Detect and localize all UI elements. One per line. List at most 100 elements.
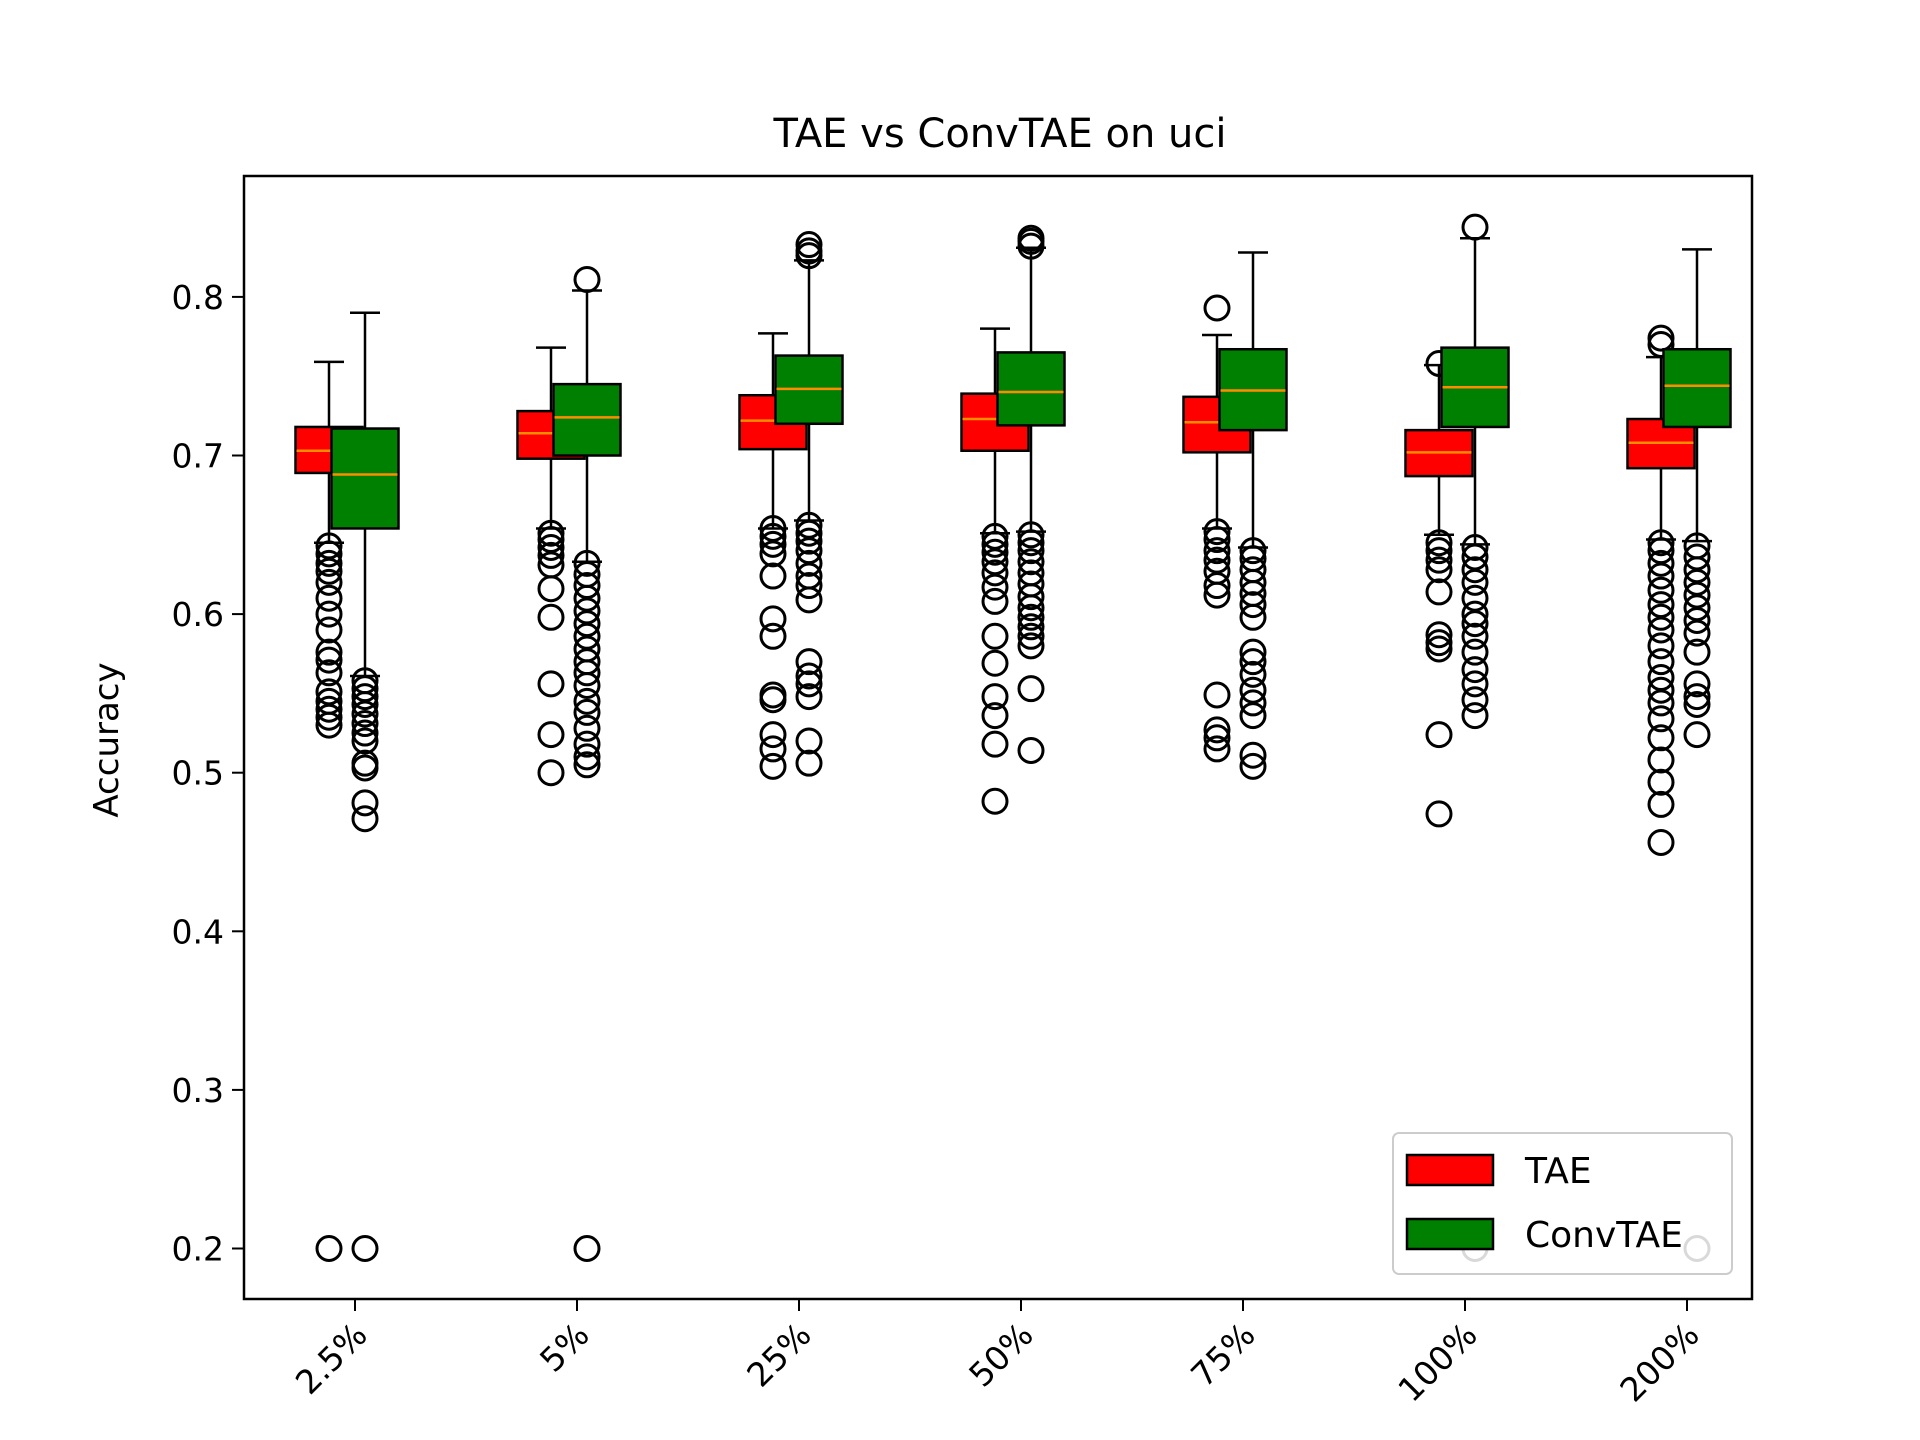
box-iqr (330, 427, 400, 530)
box-iqr (996, 351, 1066, 427)
outlier-point (1017, 613, 1045, 641)
x-tick-label: 200% (1612, 1315, 1706, 1409)
outlier-point (1203, 735, 1231, 763)
outlier-point (315, 568, 343, 596)
x-tick-label: 2.5% (288, 1315, 375, 1402)
box-convtae-2.5% (330, 311, 400, 1262)
box-convtae-5% (552, 265, 622, 1262)
outlier-point (1683, 721, 1711, 749)
outlier-point (1461, 670, 1489, 698)
box-tae-100% (1404, 350, 1474, 828)
outlier-point (351, 683, 379, 711)
outlier-point (351, 805, 379, 833)
outlier-point (315, 616, 343, 644)
outlier-point (1683, 683, 1711, 711)
outlier-point (1017, 594, 1045, 622)
outlier-point (351, 727, 379, 755)
outlier-point (315, 703, 343, 731)
outlier-point (1425, 556, 1453, 584)
outlier-point (1425, 537, 1453, 565)
outlier-point (1017, 548, 1045, 576)
outlier-point (1647, 549, 1675, 577)
outlier-point (981, 649, 1009, 677)
outlier-point (1203, 518, 1231, 546)
outlier-point (1683, 606, 1711, 634)
outlier-point (759, 752, 787, 780)
box-iqr (1662, 347, 1732, 429)
outlier-point (1017, 537, 1045, 565)
outlier-point (1203, 572, 1231, 600)
outlier-point (1203, 294, 1231, 322)
outlier-point (351, 691, 379, 719)
y-tick-label: 0.6 (172, 595, 224, 634)
outlier-point (759, 721, 787, 749)
outlier-point (1017, 622, 1045, 650)
outlier-point (1425, 800, 1453, 828)
outlier-point (1017, 521, 1045, 549)
legend-label-convtae: ConvTAE (1525, 1215, 1683, 1256)
outlier-point (1647, 324, 1675, 352)
outlier-point (537, 603, 565, 631)
outlier-point (351, 789, 379, 817)
outlier-point (1647, 648, 1675, 676)
outlier-point (1647, 768, 1675, 796)
outlier-point (1239, 648, 1267, 676)
outlier-point (1017, 232, 1045, 260)
outlier-point (573, 714, 601, 742)
outlier-point (759, 562, 787, 590)
outlier-point (315, 646, 343, 674)
outlier-point (1425, 721, 1453, 749)
outlier-point (1203, 716, 1231, 744)
outlier-point (573, 743, 601, 771)
outlier-point (795, 683, 823, 711)
y-axis-label: Accuracy (87, 662, 127, 817)
outlier-point (1203, 724, 1231, 752)
outlier-point (981, 683, 1009, 711)
outlier-point (1239, 603, 1267, 631)
chart-title: TAE vs ConvTAE on uci (772, 111, 1226, 157)
outlier-point (1647, 676, 1675, 704)
legend-label-tae: TAE (1524, 1151, 1592, 1192)
outlier-point (1461, 568, 1489, 596)
outlier-point (795, 242, 823, 270)
outlier-point (1239, 702, 1267, 730)
outlier-point (981, 559, 1009, 587)
outlier-point (1425, 546, 1453, 574)
outlier-point (315, 600, 343, 628)
outlier-point (759, 622, 787, 650)
outlier-point (795, 519, 823, 547)
outlier-point (315, 711, 343, 739)
outlier-point (1647, 330, 1675, 358)
outlier-point (1647, 689, 1675, 717)
outlier-point (795, 648, 823, 676)
outlier-point (1683, 619, 1711, 647)
outlier-point (315, 659, 343, 687)
outlier-point (1239, 591, 1267, 619)
x-tick-label: 100% (1390, 1315, 1484, 1409)
outlier-point (981, 573, 1009, 601)
outlier-point (795, 231, 823, 259)
outlier-point (573, 751, 601, 779)
outlier-point (1461, 533, 1489, 561)
y-tick-label: 0.4 (172, 912, 224, 951)
outlier-point (1461, 702, 1489, 730)
outlier-point (351, 754, 379, 782)
outlier-point (537, 759, 565, 787)
outlier-point (1425, 621, 1453, 649)
outlier-point (537, 721, 565, 749)
outlier-point (1425, 578, 1453, 606)
outlier-point (537, 519, 565, 547)
outlier-point (573, 730, 601, 758)
box-convtae-100% (1440, 213, 1510, 1262)
outlier-point (1647, 828, 1675, 856)
outlier-point (1461, 213, 1489, 241)
outlier-point (315, 549, 343, 577)
outlier-point (315, 1235, 343, 1262)
outlier-point (537, 575, 565, 603)
box-convtae-25% (774, 231, 844, 777)
outlier-point (351, 700, 379, 728)
x-tick-label: 25% (739, 1315, 818, 1394)
outlier-point (1239, 638, 1267, 666)
outlier-point (1239, 660, 1267, 688)
outlier-point (795, 670, 823, 698)
